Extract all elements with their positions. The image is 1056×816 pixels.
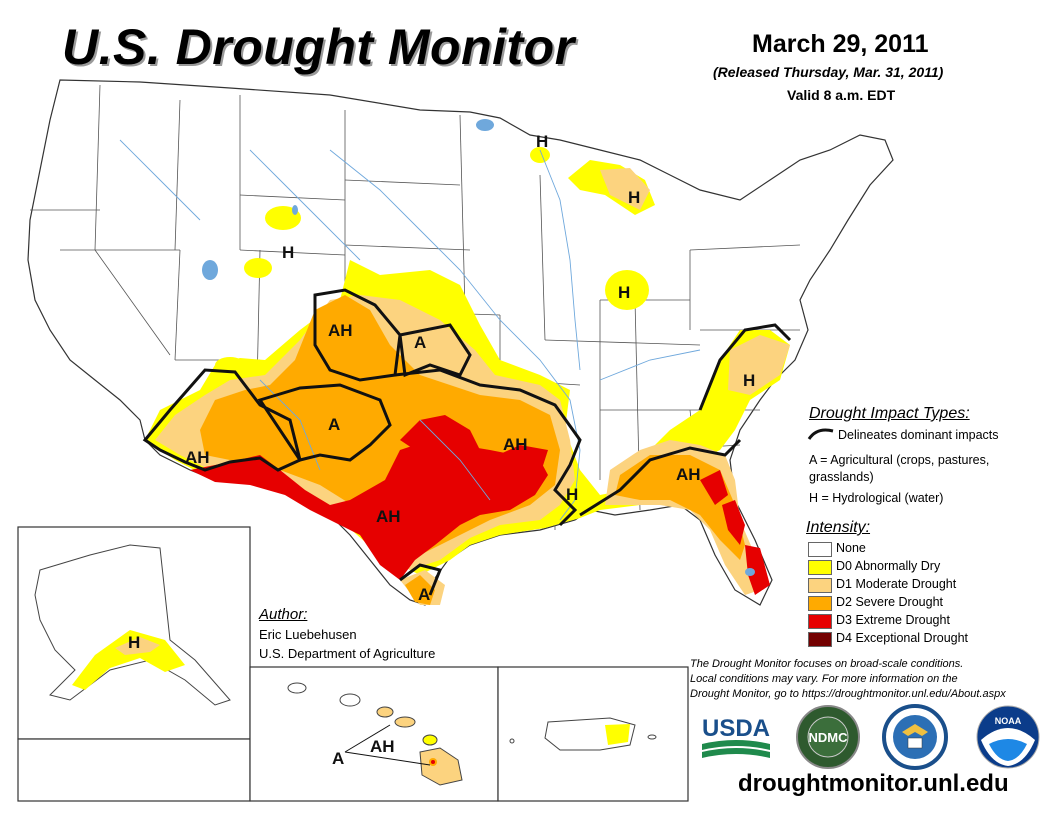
swatch-d2 (808, 596, 832, 611)
label-h-illinois: H (618, 283, 630, 302)
label-a-south-texas: A (418, 585, 430, 604)
map-date: March 29, 2011 (752, 30, 929, 58)
label-a-new-mexico: A (328, 415, 340, 434)
legend-none: None (836, 541, 866, 555)
swatch-none (808, 542, 832, 557)
ndmc-logo-text: NDMC (809, 730, 849, 745)
swatch-d3 (808, 614, 832, 629)
label-ah-texas: AH (376, 507, 401, 526)
label-h-wyoming: H (282, 243, 294, 262)
author-org: U.S. Department of Agriculture (259, 646, 436, 661)
alaska-inset: H (17, 526, 251, 802)
note-line-3: Drought Monitor, go to https://droughtmo… (690, 688, 1006, 700)
label-h-louisiana: H (566, 485, 578, 504)
swatch-d0 (808, 560, 832, 575)
note-line-1: The Drought Monitor focuses on broad-sca… (690, 658, 964, 670)
swatch-d1 (808, 578, 832, 593)
hawaii-inset: AH A (249, 666, 499, 802)
valid-time: Valid 8 a.m. EDT (787, 87, 896, 103)
legend-d1: D1 Moderate Drought (836, 577, 957, 591)
d3-regions (190, 415, 770, 595)
impact-delineations (142, 288, 792, 596)
legend-d3: D3 Extreme Drought (836, 613, 950, 627)
label-h-virginia: H (743, 371, 755, 390)
author-name: Eric Luebehusen (259, 627, 357, 642)
usda-logo: USDA (702, 715, 770, 758)
label-ah-oklahoma: AH (503, 435, 528, 454)
delineation-line-icon (807, 428, 834, 440)
label-ah-georgia: AH (676, 465, 701, 484)
intensity-heading: Intensity: (806, 519, 871, 536)
puerto-rico-inset (497, 666, 689, 802)
hydrological-label: H = Hydrological (water) (809, 491, 944, 505)
label-h-alaska: H (128, 633, 140, 652)
water-bodies (202, 119, 755, 576)
release-date: (Released Thursday, Mar. 31, 2011) (713, 64, 944, 80)
noaa-logo-text: NOAA (995, 716, 1022, 726)
delineates-label: Delineates dominant impacts (838, 428, 999, 442)
legend-d0: D0 Abnormally Dry (836, 559, 941, 573)
label-h-upper-michigan: H (536, 132, 548, 151)
noaa-logo: NOAA (976, 705, 1040, 769)
swatch-d4 (808, 632, 832, 647)
agricultural-label: A = Agricultural (crops, pastures, grass… (809, 453, 990, 484)
legend-d4: D4 Exceptional Drought (836, 631, 969, 645)
author-heading: Author: (259, 606, 308, 623)
commerce-seal-icon (882, 704, 948, 770)
rivers (119, 139, 701, 521)
page-title: U.S. Drought Monitor (62, 19, 575, 75)
label-ah-hawaii: AH (370, 737, 395, 756)
label-a-kansas: A (414, 333, 426, 352)
label-a-hawaii: A (332, 749, 344, 768)
impact-types-heading: Drought Impact Types: (809, 405, 970, 422)
label-ah-colorado: AH (328, 321, 353, 340)
website-url[interactable]: droughtmonitor.unl.edu (738, 770, 1009, 797)
label-h-michigan: H (628, 188, 640, 207)
ndmc-logo: NDMC (796, 705, 860, 769)
disclaimer-note: The Drought Monitor focuses on broad-sca… (690, 657, 1040, 702)
note-line-2: Local conditions may vary. For more info… (690, 673, 958, 685)
map-labels: AH AH A A AH AH A H AH H H H H H (185, 132, 755, 604)
label-ah-southwest: AH (185, 448, 210, 467)
usda-logo-text: USDA (702, 715, 770, 742)
legend-d2: D2 Severe Drought (836, 595, 944, 609)
